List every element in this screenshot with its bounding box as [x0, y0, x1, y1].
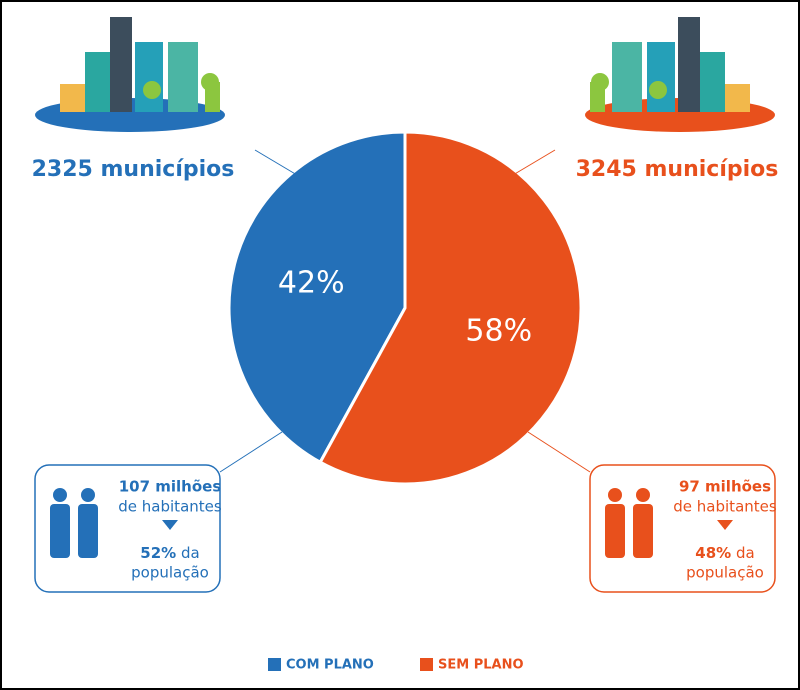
share-suffix: da — [181, 544, 200, 562]
habitantes-sub: de habitantes — [118, 498, 222, 516]
slice-label: 58% — [465, 314, 532, 349]
building — [135, 42, 163, 112]
person-head — [636, 488, 650, 502]
share: 52% — [140, 544, 176, 562]
tree — [143, 81, 161, 99]
person-body — [633, 504, 653, 558]
share-sub: população — [686, 564, 764, 582]
tree — [591, 73, 609, 91]
tree — [201, 73, 219, 91]
building — [110, 17, 132, 112]
person-body — [50, 504, 70, 558]
building — [60, 84, 88, 112]
share-suffix: da — [736, 544, 755, 562]
slice-label: 42% — [278, 265, 345, 300]
infographic: 42% 58% 2325 municípios 107 milhões de habit… — [0, 0, 800, 690]
building — [168, 42, 198, 112]
person-head — [608, 488, 622, 502]
person-body — [78, 504, 98, 558]
share-sub: população — [131, 564, 209, 582]
municipios-label: 2325 municípios — [32, 157, 235, 182]
legend-swatch — [268, 658, 281, 671]
building — [647, 42, 675, 112]
legend-label: COM PLANO — [286, 658, 374, 673]
tree — [649, 81, 667, 99]
legend-swatch — [420, 658, 433, 671]
building — [722, 84, 750, 112]
person-head — [81, 488, 95, 502]
building — [85, 52, 111, 112]
building — [612, 42, 642, 112]
share-line: 48% da — [695, 544, 754, 562]
person-head — [53, 488, 67, 502]
habitantes: 107 milhões — [119, 478, 222, 496]
habitantes-sub: de habitantes — [673, 498, 777, 516]
share-line: 52% da — [140, 544, 199, 562]
building — [699, 52, 725, 112]
habitantes: 97 milhões — [679, 478, 771, 496]
municipios-label: 3245 municípios — [576, 157, 779, 182]
legend-label: SEM PLANO — [438, 658, 524, 673]
building — [678, 17, 700, 112]
share: 48% — [695, 544, 731, 562]
person-body — [605, 504, 625, 558]
